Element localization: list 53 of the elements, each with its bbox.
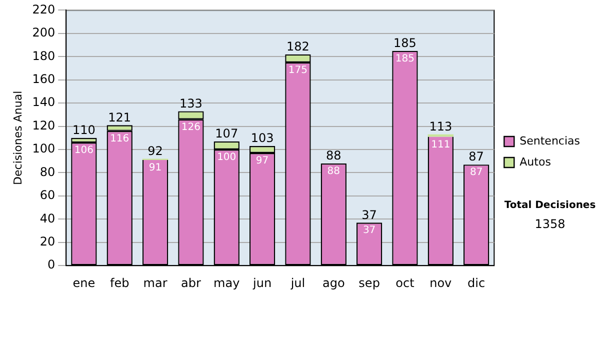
total-label: 37	[362, 208, 377, 222]
y-tick-label: 80	[40, 164, 56, 179]
data-label: 175	[288, 65, 308, 76]
total-label: 92	[148, 144, 163, 158]
total-label: 110	[72, 123, 96, 138]
text: Total Decisiones	[503, 200, 597, 211]
total-label: 182	[286, 39, 310, 54]
x-tick-label: dic	[468, 276, 486, 290]
x-tick-label: feb	[110, 276, 130, 290]
total-label: 87	[468, 150, 484, 164]
y-tick-label: 120	[32, 118, 56, 132]
x-tick-label: sep	[358, 276, 380, 290]
total-label: 133	[180, 96, 202, 110]
y-tick-label: 0	[47, 258, 56, 272]
x-tick-label: oct	[396, 276, 415, 290]
y-axis-title: Decisiones Anual	[11, 90, 24, 185]
data-label: 91	[148, 162, 162, 174]
data-label: 100	[217, 152, 236, 164]
y-tick-label: 140	[32, 95, 56, 110]
data-label: 185	[395, 53, 415, 64]
y-tick-label: 200	[32, 26, 56, 40]
y-tick-label: 180	[32, 48, 56, 63]
total-label: 121	[108, 110, 132, 124]
total-label: 103	[250, 131, 274, 146]
x-tick-label: may	[214, 276, 240, 290]
x-tick-label: mar	[143, 276, 168, 290]
legend-label: Autos	[520, 155, 552, 168]
data-label: 126	[181, 122, 200, 133]
legend-label: Sentencias	[520, 134, 580, 148]
y-tick-label: 160	[32, 72, 56, 86]
total-label: 88	[326, 148, 342, 163]
y-tick-label: 220	[32, 2, 56, 16]
x-tick-label: jun	[252, 276, 272, 290]
y-tick-label: 60	[40, 188, 56, 202]
data-label: 111	[431, 139, 450, 150]
total-label: 185	[394, 36, 416, 50]
data-label: 97	[256, 156, 269, 167]
y-tick-label: 20	[40, 234, 56, 249]
data-label: 87	[470, 167, 483, 178]
x-tick-label: jul	[290, 276, 306, 290]
total-label: 107	[215, 126, 238, 141]
x-tick-label: nov	[430, 276, 452, 290]
data-label: 88	[327, 166, 340, 178]
y-tick-label: 100	[32, 142, 56, 156]
data-label: 37	[362, 225, 376, 236]
x-tick-label: ene	[72, 276, 96, 290]
data-label: 106	[74, 145, 94, 156]
total-label: 113	[429, 120, 452, 134]
x-tick-label: abr	[181, 276, 201, 290]
y-tick-label: 40	[40, 211, 56, 226]
data-label: 116	[110, 134, 130, 145]
x-tick-label: ago	[322, 276, 345, 290]
text: 1358	[534, 217, 566, 231]
